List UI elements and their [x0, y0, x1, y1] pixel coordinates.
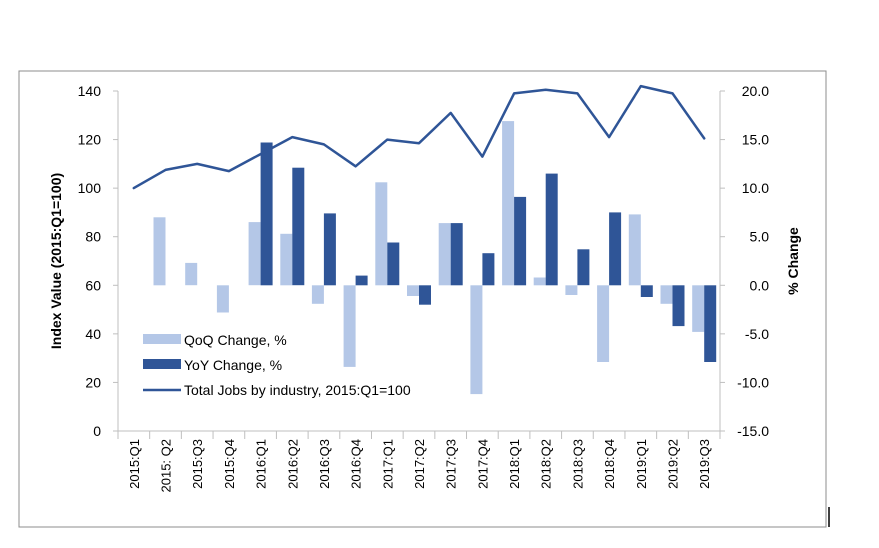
- left-tick-label-1: 20: [85, 374, 101, 390]
- category-label-7: 2016:Q4: [349, 439, 364, 489]
- line-point-4: [259, 153, 262, 155]
- legend-label-0: QoQ Change, %: [184, 332, 287, 348]
- left-axis-title: Index Value (2015:Q1=100): [48, 173, 64, 349]
- line-point-10: [449, 112, 452, 114]
- category-label-6: 2016:Q3: [317, 439, 332, 489]
- left-tick-label-2: 40: [85, 326, 101, 342]
- line-point-0: [133, 187, 135, 189]
- left-tick-label-3: 60: [85, 277, 101, 293]
- right-tick-label-3: 0.0: [750, 277, 770, 293]
- bar-qoq-5: [280, 233, 293, 286]
- category-label-0: 2015:Q1: [127, 439, 142, 489]
- bar-yoy-15: [609, 212, 622, 286]
- bar-qoq-8: [375, 182, 388, 286]
- left-tick-label-7: 140: [78, 83, 102, 99]
- line-point-12: [513, 92, 515, 95]
- bar-qoq-1: [153, 217, 166, 286]
- category-label-10: 2017:Q3: [444, 439, 459, 489]
- left-tick-label-4: 80: [85, 229, 101, 245]
- category-label-8: 2017:Q1: [380, 439, 395, 489]
- bar-qoq-10: [438, 223, 451, 286]
- bar-qoq-13: [533, 277, 546, 286]
- bar-yoy-14: [577, 249, 590, 286]
- right-tick-label-7: 20.0: [742, 83, 769, 99]
- category-label-15: 2018:Q4: [602, 439, 617, 489]
- legend-label-1: YoY Change, %: [184, 357, 282, 373]
- category-label-4: 2016:Q1: [254, 439, 269, 489]
- bar-qoq-18: [692, 285, 705, 332]
- bar-yoy-16: [640, 285, 653, 297]
- category-label-12: 2018:Q1: [507, 439, 522, 489]
- bar-yoy-6: [323, 213, 336, 286]
- line-point-11: [481, 155, 484, 158]
- line-point-1: [164, 169, 167, 171]
- category-label-16: 2019:Q1: [634, 439, 649, 489]
- category-label-5: 2016:Q2: [285, 439, 300, 489]
- left-tick-label-6: 120: [78, 132, 102, 148]
- bar-qoq-2: [185, 262, 198, 286]
- legend-label-2: Total Jobs by industry, 2015:Q1=100: [184, 382, 411, 398]
- bar-qoq-6: [311, 285, 324, 304]
- line-point-6: [323, 143, 325, 146]
- line-point-8: [386, 138, 389, 141]
- bar-yoy-8: [387, 242, 400, 286]
- bar-qoq-9: [407, 285, 419, 296]
- bar-yoy-5: [292, 167, 305, 286]
- line-point-15: [608, 136, 610, 138]
- line-point-9: [418, 142, 420, 144]
- line-point-7: [354, 165, 357, 168]
- bar-qoq-17: [660, 285, 673, 304]
- line-point-13: [544, 89, 547, 91]
- line-point-18: [703, 137, 705, 140]
- bar-yoy-11: [482, 253, 495, 286]
- line-point-17: [671, 92, 674, 95]
- category-label-2: 2015:Q3: [190, 439, 205, 489]
- left-tick-label-5: 100: [78, 180, 102, 196]
- line-point-5: [291, 136, 294, 138]
- bar-yoy-4: [260, 142, 273, 286]
- bar-yoy-12: [514, 196, 527, 286]
- line-point-14: [576, 92, 579, 95]
- right-tick-label-4: 5.0: [750, 229, 770, 245]
- bar-yoy-18: [704, 285, 717, 362]
- legend-swatch-1: [143, 359, 181, 369]
- bar-qoq-12: [502, 121, 515, 286]
- bar-qoq-14: [565, 285, 578, 295]
- bar-qoq-16: [628, 214, 641, 286]
- category-label-17: 2019:Q2: [666, 439, 681, 489]
- axes-group: 0 20 40 60 80 100 120 140 -15.0 -10.0 -5.0 0.0 5.0 10…: [78, 83, 770, 493]
- left-tick-label-0: 0: [93, 423, 101, 439]
- legend: QoQ Change, % YoY Change, % Total Jobs by …: [143, 332, 411, 398]
- right-tick-label-0: -15.0: [737, 423, 769, 439]
- right-tick-label-1: -10.0: [737, 374, 769, 390]
- category-label-11: 2017:Q4: [475, 439, 490, 489]
- right-tick-label-6: 15.0: [742, 132, 769, 148]
- bar-qoq-15: [597, 285, 610, 362]
- bar-series-group: [153, 121, 717, 395]
- legend-swatch-0: [143, 334, 181, 344]
- category-label-1: 2015: Q2: [159, 439, 174, 493]
- right-axis-title: % Change: [785, 227, 801, 295]
- bar-yoy-10: [450, 223, 463, 286]
- bar-qoq-7: [343, 285, 356, 367]
- category-label-3: 2015:Q4: [222, 439, 237, 489]
- bar-yoy-9: [419, 285, 431, 305]
- bar-yoy-7: [355, 275, 368, 286]
- line-point-16: [640, 85, 642, 87]
- category-label-13: 2018:Q2: [539, 439, 554, 489]
- line-series-group: [132, 84, 706, 190]
- line-point-3: [228, 170, 230, 172]
- right-tick-label-5: 10.0: [742, 180, 769, 196]
- right-tick-label-2: -5.0: [745, 326, 769, 342]
- bar-yoy-13: [545, 173, 558, 286]
- bar-yoy-17: [672, 285, 685, 327]
- bar-qoq-3: [216, 285, 229, 313]
- bar-qoq-4: [248, 222, 261, 286]
- bar-qoq-11: [470, 285, 483, 395]
- line-point-2: [196, 163, 198, 165]
- category-label-14: 2018:Q3: [570, 439, 585, 489]
- category-label-18: 2019:Q3: [697, 439, 712, 489]
- category-label-9: 2017:Q2: [412, 439, 427, 489]
